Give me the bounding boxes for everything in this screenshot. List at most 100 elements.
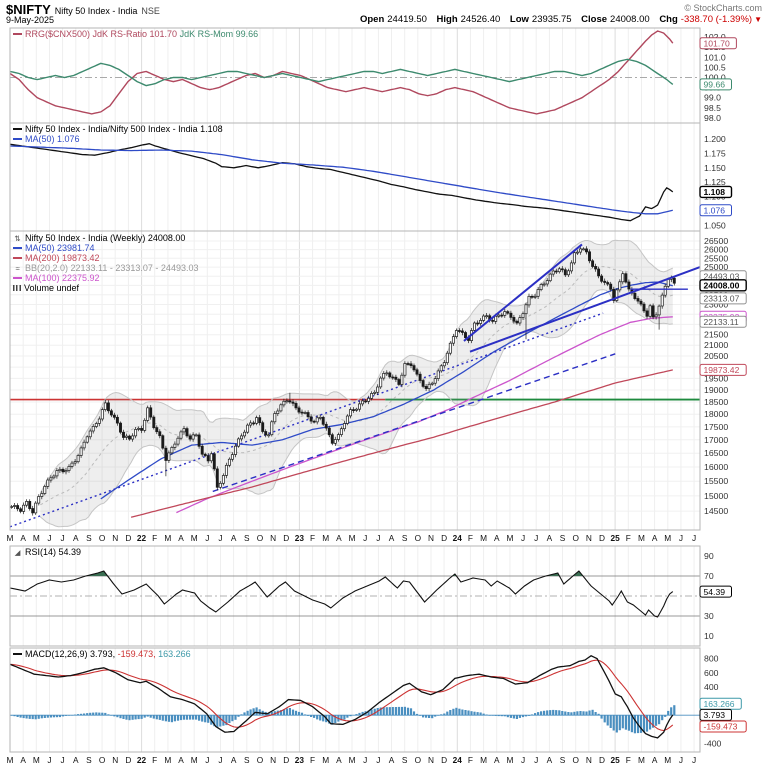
svg-text:F: F — [152, 533, 157, 543]
macd-line-swatch — [13, 653, 22, 655]
svg-text:A: A — [652, 533, 658, 543]
svg-text:O: O — [572, 755, 579, 765]
svg-text:1.108: 1.108 — [704, 187, 726, 197]
svg-text:16500: 16500 — [704, 448, 728, 458]
svg-text:M: M — [191, 755, 198, 765]
down-arrow-icon: ▼ — [754, 15, 762, 24]
svg-text:J: J — [363, 755, 367, 765]
svg-text:D: D — [283, 755, 289, 765]
svg-text:99.66: 99.66 — [704, 80, 726, 90]
ma50-swatch — [13, 247, 22, 249]
svg-text:A: A — [336, 533, 342, 543]
svg-text:M: M — [33, 533, 40, 543]
svg-text:O: O — [415, 755, 422, 765]
svg-text:25000: 25000 — [704, 262, 728, 272]
svg-text:1.076: 1.076 — [704, 206, 726, 216]
svg-text:N: N — [270, 755, 276, 765]
svg-text:M: M — [638, 533, 645, 543]
bollinger-bands-icon: ≈ — [15, 264, 20, 273]
svg-text:J: J — [47, 755, 51, 765]
svg-text:N: N — [586, 533, 592, 543]
svg-text:25: 25 — [611, 755, 621, 765]
svg-text:26500: 26500 — [704, 236, 728, 246]
price-legend-text: Nifty 50 Index - India (Weekly) 24008.00 — [25, 233, 186, 243]
svg-text:J: J — [205, 533, 209, 543]
svg-text:22133.11: 22133.11 — [704, 317, 739, 327]
svg-text:J: J — [376, 755, 380, 765]
svg-text:J: J — [692, 755, 696, 765]
svg-text:25: 25 — [611, 533, 621, 543]
svg-text:J: J — [205, 755, 209, 765]
svg-text:A: A — [231, 533, 237, 543]
svg-text:N: N — [270, 533, 276, 543]
svg-text:102.0: 102.0 — [704, 32, 726, 42]
svg-text:J: J — [61, 755, 65, 765]
svg-text:19873.42: 19873.42 — [704, 365, 740, 375]
svg-text:M: M — [349, 533, 356, 543]
ma200-legend-text: MA(200) 19873.42 — [25, 253, 100, 263]
svg-text:98.5: 98.5 — [704, 103, 721, 113]
copyright-label: © StockCharts.com — [684, 3, 762, 13]
svg-text:A: A — [652, 755, 658, 765]
svg-text:30: 30 — [704, 611, 714, 621]
svg-text:23313.07: 23313.07 — [704, 294, 740, 304]
svg-text:F: F — [468, 755, 473, 765]
open-label: Open — [359, 14, 385, 25]
svg-text:J: J — [218, 533, 222, 543]
svg-text:25500: 25500 — [704, 253, 728, 263]
svg-text:A: A — [547, 755, 553, 765]
svg-text:A: A — [494, 533, 500, 543]
svg-text:M: M — [322, 533, 329, 543]
price-legend: ⇅ Nifty 50 Index - India (Weekly) 24008.0… — [13, 233, 198, 293]
svg-text:F: F — [310, 755, 315, 765]
svg-text:O: O — [415, 533, 422, 543]
chart-date: 9-May-2025 — [6, 15, 55, 25]
svg-text:S: S — [560, 533, 566, 543]
svg-text:101.0: 101.0 — [704, 52, 726, 62]
exchange-label: NSE — [141, 6, 160, 16]
svg-text:S: S — [560, 755, 566, 765]
svg-text:J: J — [521, 755, 525, 765]
svg-text:-159.473: -159.473 — [704, 722, 738, 732]
svg-text:J: J — [679, 533, 683, 543]
svg-text:15000: 15000 — [704, 491, 728, 501]
svg-text:18500: 18500 — [704, 397, 728, 407]
svg-text:S: S — [244, 533, 250, 543]
ratio-legend: Nifty 50 Index - India/Nifty 500 Index -… — [13, 124, 223, 144]
svg-text:98.0: 98.0 — [704, 113, 721, 123]
open-value: 24419.50 — [387, 14, 427, 25]
svg-text:D: D — [441, 533, 447, 543]
svg-text:O: O — [572, 533, 579, 543]
svg-text:19000: 19000 — [704, 385, 728, 395]
svg-text:M: M — [33, 755, 40, 765]
candlestick-icon: ⇅ — [14, 234, 21, 243]
svg-text:J: J — [47, 533, 51, 543]
svg-text:F: F — [310, 533, 315, 543]
svg-text:10: 10 — [704, 631, 714, 641]
rsi-legend-text: RSI(14) 54.39 — [25, 547, 82, 557]
close-value: 24008.00 — [610, 14, 650, 25]
quote-strip: Open 24419.50 High 24526.40 Low 23935.75 Cl… — [353, 14, 762, 25]
svg-text:S: S — [402, 755, 408, 765]
svg-text:90: 90 — [704, 551, 714, 561]
svg-text:24008.00: 24008.00 — [704, 280, 740, 290]
svg-text:163.266: 163.266 — [704, 699, 735, 709]
svg-text:J: J — [521, 533, 525, 543]
svg-text:M: M — [638, 755, 645, 765]
svg-text:800: 800 — [704, 654, 719, 664]
svg-text:17000: 17000 — [704, 435, 728, 445]
svg-text:A: A — [494, 755, 500, 765]
high-label: High — [436, 14, 458, 25]
svg-text:J: J — [692, 533, 696, 543]
rrg-mom-legend-text: JdK RS-Mom 99.66 — [179, 29, 259, 39]
svg-text:23000: 23000 — [704, 299, 728, 309]
symbol-name: Nifty 50 Index - India — [54, 6, 138, 16]
svg-text:19500: 19500 — [704, 373, 728, 383]
high-value: 24526.40 — [460, 14, 501, 25]
svg-text:N: N — [112, 533, 118, 543]
svg-text:18000: 18000 — [704, 409, 728, 419]
svg-text:J: J — [61, 533, 65, 543]
chg-value: -338.70 (-1.39%) — [680, 14, 753, 25]
